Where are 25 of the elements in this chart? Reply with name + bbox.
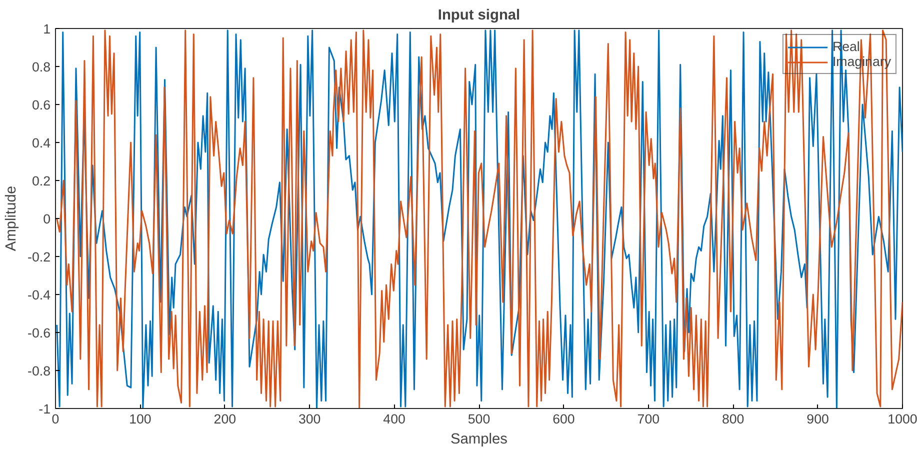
x-tick-label: 500 [468, 412, 490, 426]
x-tick-label: 600 [552, 412, 575, 426]
chart-title: Input signal [438, 8, 520, 24]
x-tick-label: 900 [806, 412, 829, 426]
x-tick-label: 700 [637, 412, 660, 426]
y-tick-label: -1 [38, 402, 51, 416]
y-tick-label: -0.2 [28, 250, 50, 264]
y-tick-label: 0.8 [32, 60, 51, 74]
x-tick-label: 800 [722, 412, 744, 426]
x-tick-label: 100 [129, 412, 152, 426]
x-tick-label: 1000 [888, 412, 917, 426]
y-tick-label: 0.4 [32, 136, 52, 150]
x-axis-title: Samples [450, 432, 508, 448]
y-tick-label: -0.6 [28, 326, 50, 340]
y-tick-label: 1 [43, 22, 51, 36]
y-tick-label: 0.2 [32, 174, 51, 188]
y-tick-label: 0 [43, 212, 51, 226]
y-tick-label: -0.8 [28, 364, 50, 378]
line-series [56, 30, 902, 408]
y-tick-label: 0.6 [32, 98, 51, 112]
x-tick-label: 300 [298, 412, 321, 426]
x-tick-label: 400 [383, 412, 406, 426]
y-axis-title: Amplitude [4, 186, 20, 252]
y-tick-label: -0.4 [28, 288, 52, 302]
x-tick-label: 200 [214, 412, 236, 426]
